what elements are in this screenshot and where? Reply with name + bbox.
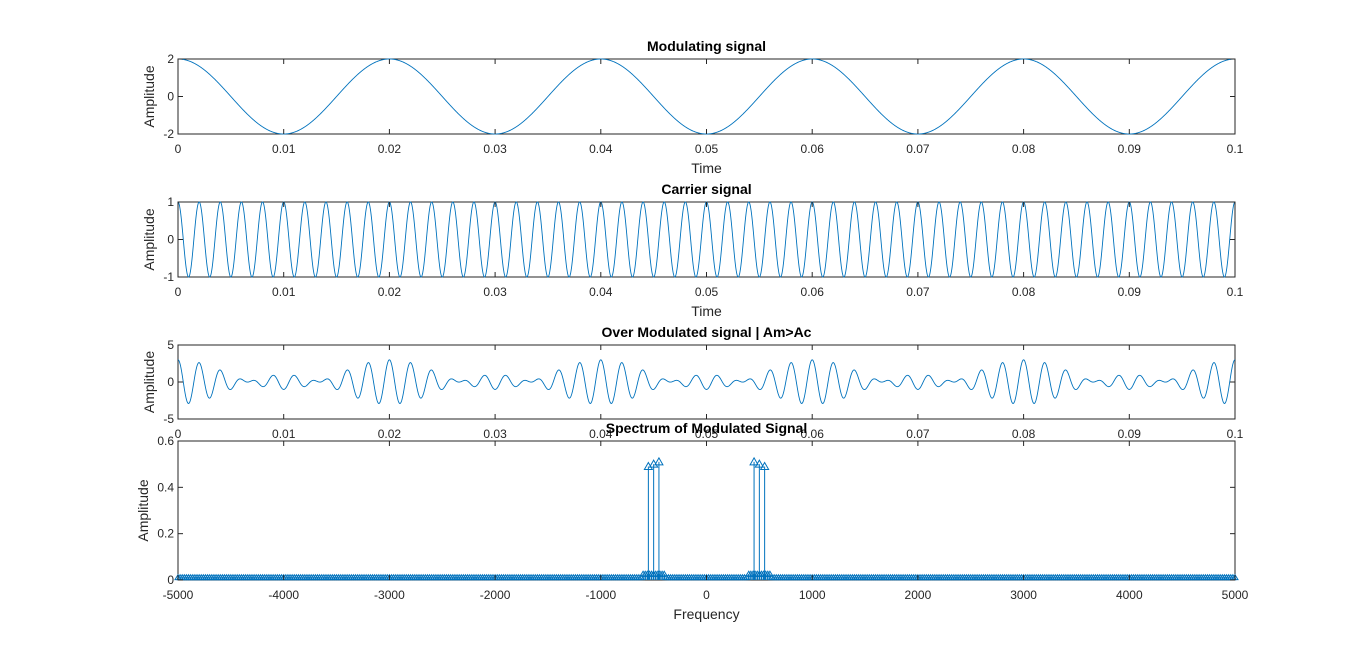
x-tick-label: 0.02 (378, 427, 402, 441)
subplot-title: Carrier signal (661, 181, 751, 197)
y-tick-label: 0 (167, 90, 174, 104)
x-tick-label: 0.08 (1012, 142, 1036, 156)
y-axis-label: Amplitude (135, 479, 151, 541)
x-tick-label: 0.05 (695, 427, 719, 441)
y-tick-label: 0 (167, 233, 174, 247)
x-tick-label: 0.04 (589, 142, 613, 156)
subplot-4: 0 0.2 0.4 0.6 -5000 -4000 -3000 -2000 -1000 0 1000… (135, 420, 1249, 622)
axes-box (177, 440, 1236, 581)
y-tick-label: 0 (167, 375, 174, 389)
y-tick-label: 1 (167, 195, 174, 209)
x-tick-label: 0.01 (272, 427, 296, 441)
x-tick-label: -2000 (480, 588, 511, 602)
x-tick-label: -4000 (268, 588, 299, 602)
x-tick-label: 0.02 (378, 142, 402, 156)
y-tick-label: 0.2 (157, 527, 174, 541)
x-tick-label: 0.06 (801, 285, 825, 299)
x-tick-label: 0.05 (695, 142, 719, 156)
x-tick-label: 0.01 (272, 142, 296, 156)
x-tick-label: 3000 (1010, 588, 1037, 602)
x-tick-label: 0.06 (801, 427, 825, 441)
x-tick-label: -5000 (163, 588, 194, 602)
x-tick-label: 0.03 (483, 285, 507, 299)
subplot-title: Modulating signal (647, 38, 766, 54)
x-tick-label: 0.1 (1227, 427, 1244, 441)
x-tick-label: 0 (175, 427, 182, 441)
x-axis-label: Frequency (673, 606, 739, 622)
x-tick-label: 5000 (1222, 588, 1249, 602)
x-tick-label: 4000 (1116, 588, 1143, 602)
x-tick-label: 0.07 (906, 427, 930, 441)
x-tick-label: 0.05 (695, 285, 719, 299)
x-tick-label: 0.09 (1118, 142, 1142, 156)
y-tick-label: -1 (163, 270, 174, 284)
subplot-title: Over Modulated signal | Am>Ac (602, 324, 812, 340)
x-tick-label: 0.03 (483, 142, 507, 156)
x-tick-label: 0.01 (272, 285, 296, 299)
spectrum-floor (174, 570, 1239, 581)
x-tick-label: 0.09 (1118, 427, 1142, 441)
x-tick-label: 2000 (905, 588, 932, 602)
y-tick-label: 0 (167, 573, 174, 587)
axes-box (177, 201, 1236, 278)
y-tick-label: 2 (167, 52, 174, 66)
y-tick-label: -5 (163, 412, 174, 426)
x-tick-label: 0 (175, 285, 182, 299)
x-tick-label: 0.08 (1012, 427, 1036, 441)
x-tick-label: 0.03 (483, 427, 507, 441)
x-tick-label: -1000 (585, 588, 616, 602)
x-tick-label: 0.07 (906, 142, 930, 156)
x-axis-label: Time (691, 160, 722, 176)
y-axis-label: Amplitude (141, 351, 157, 413)
x-axis-label: Time (691, 303, 722, 319)
y-tick-label: 0.4 (157, 480, 174, 494)
y-tick-label: -2 (163, 127, 174, 141)
y-tick-label: 5 (167, 338, 174, 352)
y-tick-label: 0.6 (157, 434, 174, 448)
x-tick-label: 0 (175, 142, 182, 156)
x-tick-label: 0.04 (589, 427, 613, 441)
x-tick-label: 0.06 (801, 142, 825, 156)
spectrum-peak (749, 456, 759, 580)
x-tick-label: 0.1 (1227, 142, 1244, 156)
x-tick-label: 0.07 (906, 285, 930, 299)
spectrum-peak (754, 459, 765, 580)
y-axis-label: Amplitude (141, 208, 157, 270)
x-tick-label: 0.1 (1227, 285, 1244, 299)
subplot-title: Spectrum of Modulated Signal (606, 420, 807, 436)
x-tick-label: 0.02 (378, 285, 402, 299)
spectrum-peak (759, 461, 770, 580)
series-line (178, 359, 1235, 404)
x-tick-label: 0.09 (1118, 285, 1142, 299)
spectrum-peak (654, 456, 664, 580)
x-tick-label: 0.04 (589, 285, 613, 299)
axes-box (177, 344, 1236, 420)
x-tick-label: 0.08 (1012, 285, 1036, 299)
x-tick-label: -3000 (374, 588, 405, 602)
x-tick-label: 1000 (799, 588, 826, 602)
axes-box (177, 58, 1236, 135)
x-tick-label: 0 (703, 588, 710, 602)
y-axis-label: Amplitude (141, 65, 157, 127)
